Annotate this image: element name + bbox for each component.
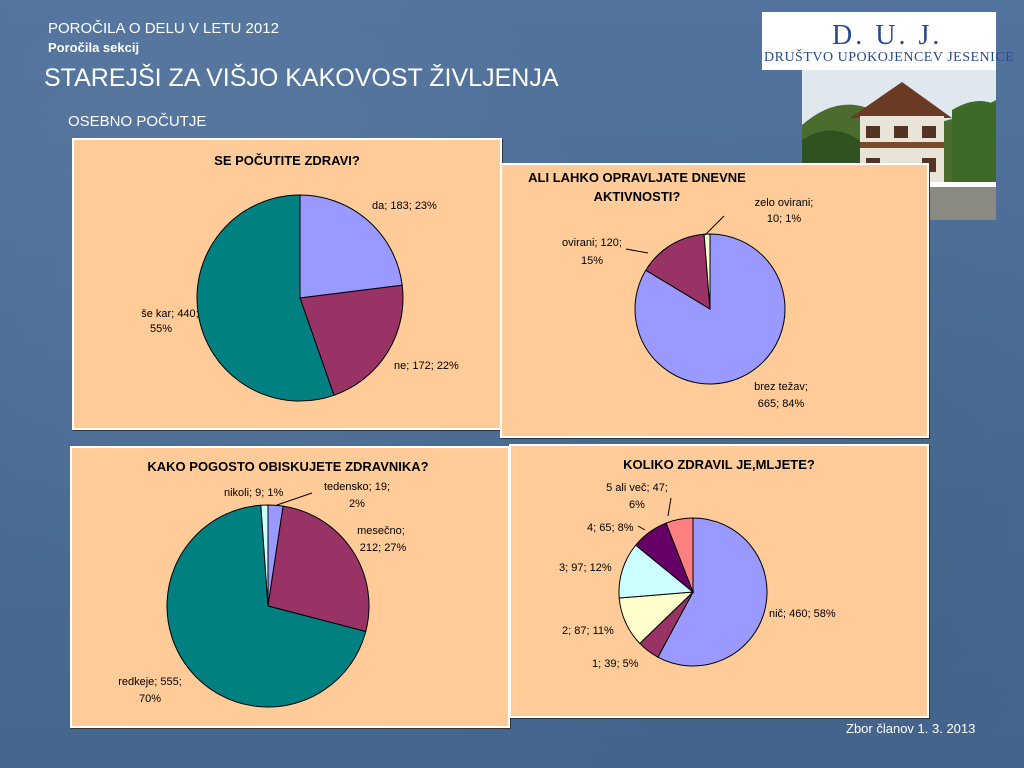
chart-panel-feeling-healthy: SE POČUTITE ZDRAVI? da; 183; 23% ne; 172…	[72, 138, 502, 430]
slice-label-zelo-ovirani: zelo ovirani; 10; 1%	[755, 197, 814, 225]
chart-panel-medicines: KOLIKO ZDRAVIL JE,MLJETE? 5 ali več; 47;…	[509, 444, 929, 718]
slice-label-ne: ne; 172; 22%	[394, 360, 459, 372]
pie-slice-redkeje	[166, 504, 367, 708]
pie-chart-medicines: KOLIKO ZDRAVIL JE,MLJETE? 5 ali več; 47;…	[559, 457, 836, 670]
leader-line	[625, 248, 649, 254]
leader-line	[276, 492, 313, 506]
slice-label-4: 4; 65; 8%	[587, 522, 634, 534]
pie-slice-da	[299, 194, 403, 299]
pie-slice-ne	[299, 284, 404, 396]
pie-chart-daily-activities: ALI LAHKO OPRAVLJATE DNEVNE AKTIVNOSTI? z…	[528, 170, 814, 410]
chart-title: KAKO POGOSTO OBISKUJETE ZDRAVNIKA?	[147, 459, 428, 474]
chart-title: KOLIKO ZDRAVIL JE,MLJETE?	[623, 457, 815, 472]
chart-title: SE POČUTITE ZDRAVI?	[214, 153, 360, 168]
logo-name: DRUŠTVO UPOKOJENCEV JESENICE	[764, 50, 1015, 65]
chart-title: ALI LAHKO OPRAVLJATE DNEVNE AKTIVNOSTI?	[528, 170, 746, 204]
slice-label-se-kar: še kar; 440; 55%	[141, 308, 198, 335]
slice-label-da: da; 183; 23%	[372, 200, 437, 212]
logo-letters: D. U. J.	[832, 20, 943, 51]
pie-slice-zelo-ovirani	[703, 233, 711, 310]
pie-slice-nikoli	[260, 504, 269, 607]
slice-label-3: 3; 97; 12%	[559, 562, 612, 574]
slice-label-brez-tezav: brez težav; 665; 84%	[754, 381, 808, 410]
report-heading: POROČILA O DELU V LETU 2012	[48, 20, 279, 37]
pie-slice-5-ali-vec	[665, 517, 694, 593]
slice-label-1: 1; 39; 5%	[592, 658, 639, 670]
pie-chart-doctor-visits: KAKO POGOSTO OBISKUJETE ZDRAVNIKA? teden…	[118, 459, 429, 708]
duj-logo: D. U. J. DRUŠTVO UPOKOJENCEV JESENICE	[762, 12, 1014, 70]
pie-slice-ovirani	[645, 233, 711, 310]
slice-label-ovirani: ovirani; 120; 15%	[562, 237, 622, 267]
pie-slice-mesecno	[267, 505, 370, 633]
page-title: STAREJŠI ZA VIŠJO KAKOVOST ŽIVLJENJA	[44, 64, 559, 92]
slice-label-redkeje: redkeje; 555; 70%	[118, 676, 182, 705]
pie-chart-feeling-healthy: SE POČUTITE ZDRAVI? da; 183; 23% ne; 172…	[141, 153, 459, 402]
pie-slice-nic	[657, 517, 768, 667]
leader-line	[637, 525, 646, 531]
section-title: OSEBNO POČUTJE	[68, 113, 207, 130]
leader-line	[704, 215, 725, 236]
slice-label-mesecno: mesečno; 212; 27%	[357, 525, 406, 554]
chart-panel-doctor-visits: KAKO POGOSTO OBISKUJETE ZDRAVNIKA? teden…	[70, 446, 510, 728]
pie-slice-se-kar	[196, 194, 335, 402]
slice-label-5-ali-vec: 5 ali več; 47; 6%	[606, 482, 668, 511]
footer-date: Zbor članov 1. 3. 2013	[846, 721, 976, 736]
leader-line	[667, 497, 672, 517]
slice-label-tedensko: tedensko; 19; 2%	[324, 481, 390, 510]
slice-label-nikoli: nikoli; 9; 1%	[224, 487, 284, 499]
report-subtitle: Poročila sekcij	[48, 40, 140, 55]
slice-label-nic: nič; 460; 58%	[769, 608, 836, 620]
slice-label-2: 2; 87; 11%	[562, 625, 614, 637]
chart-panel-daily-activities: ALI LAHKO OPRAVLJATE DNEVNE AKTIVNOSTI? z…	[500, 163, 929, 438]
